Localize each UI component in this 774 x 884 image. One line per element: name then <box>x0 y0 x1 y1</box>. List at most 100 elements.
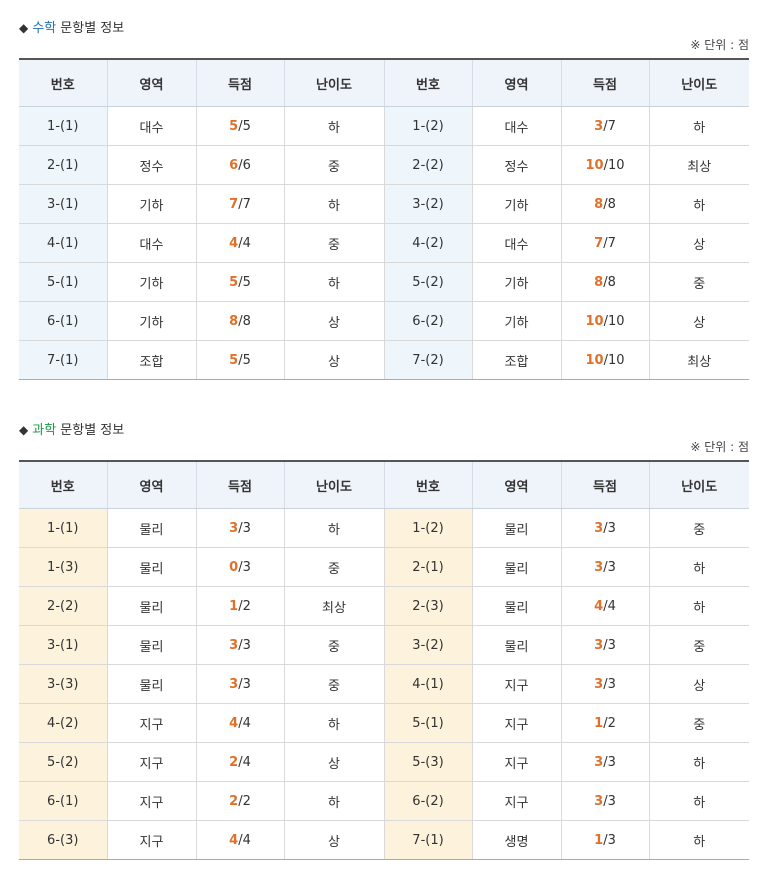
item-number-cell: 5-(3) <box>383 742 472 782</box>
math-section-title: ◆ 수학 문항별 정보 <box>19 19 124 37</box>
score-earned: 5 <box>229 352 239 368</box>
item-number-cell: 2-(2) <box>383 145 472 185</box>
score-earned: 10 <box>585 157 604 173</box>
item-difficulty-cell: 하 <box>648 820 749 860</box>
item-difficulty-cell: 최상 <box>648 340 749 380</box>
score-earned: 3 <box>229 637 239 653</box>
table-row: 4-(2) 지구 4/4 하 5-(1) 지구 1/2 중 <box>19 703 749 743</box>
score-total: /4 <box>238 235 251 251</box>
item-number-cell: 1-(2) <box>383 106 472 146</box>
item-score-cell: 4/4 <box>560 586 649 626</box>
item-number-cell: 5-(1) <box>383 703 472 743</box>
item-score-cell: 5/5 <box>195 106 284 146</box>
header-difficulty: 난이도 <box>283 58 384 107</box>
item-area-cell: 정수 <box>106 145 196 185</box>
item-difficulty-cell: 하 <box>648 547 749 587</box>
item-score-cell: 3/3 <box>560 664 649 704</box>
score-earned: 6 <box>229 157 239 173</box>
item-difficulty-cell: 중 <box>283 664 384 704</box>
score-earned: 3 <box>594 118 604 134</box>
item-difficulty-cell: 중 <box>283 547 384 587</box>
item-difficulty-cell: 하 <box>283 508 384 548</box>
item-number-cell: 6-(1) <box>19 301 107 341</box>
item-number-cell: 3-(3) <box>19 664 107 704</box>
item-area-cell: 지구 <box>471 664 561 704</box>
score-earned: 3 <box>594 754 604 770</box>
item-area-cell: 물리 <box>471 547 561 587</box>
item-number-cell: 3-(2) <box>383 625 472 665</box>
item-area-cell: 물리 <box>106 625 196 665</box>
item-score-cell: 0/3 <box>195 547 284 587</box>
item-number-cell: 2-(2) <box>19 586 107 626</box>
item-area-cell: 대수 <box>471 223 561 263</box>
table-row: 3-(1) 물리 3/3 중 3-(2) 물리 3/3 중 <box>19 625 749 665</box>
item-area-cell: 기하 <box>471 262 561 302</box>
item-difficulty-cell: 상 <box>283 820 384 860</box>
table-row: 3-(1) 기하 7/7 하 3-(2) 기하 8/8 하 <box>19 184 749 224</box>
science-table-body: 1-(1) 물리 3/3 하 1-(2) 물리 3/3 중 1-(3) 물리 0/3 중 2-(1) 물리… <box>19 508 749 860</box>
item-score-cell: 7/7 <box>560 223 649 263</box>
math-table-body: 1-(1) 대수 5/5 하 1-(2) 대수 3/7 하 2-(1) 정수 6/6 중 2-(2) 정수… <box>19 106 749 380</box>
math-unit-note: ※ 단위 : 점 <box>690 38 749 52</box>
header-score: 득점 <box>195 460 284 509</box>
score-earned: 7 <box>229 196 239 212</box>
item-score-cell: 3/3 <box>560 625 649 665</box>
score-total: /7 <box>603 118 616 134</box>
item-area-cell: 대수 <box>106 106 196 146</box>
header-difficulty: 난이도 <box>648 58 749 107</box>
score-earned: 8 <box>229 313 239 329</box>
table-row: 5-(1) 기하 5/5 하 5-(2) 기하 8/8 중 <box>19 262 749 302</box>
item-difficulty-cell: 하 <box>283 262 384 302</box>
header-number: 번호 <box>383 58 472 107</box>
item-area-cell: 기하 <box>106 262 196 302</box>
table-row: 1-(1) 물리 3/3 하 1-(2) 물리 3/3 중 <box>19 508 749 548</box>
item-area-cell: 지구 <box>106 781 196 821</box>
diamond-bullet-icon: ◆ <box>19 21 29 35</box>
item-difficulty-cell: 중 <box>648 262 749 302</box>
header-difficulty: 난이도 <box>648 460 749 509</box>
item-score-cell: 7/7 <box>195 184 284 224</box>
score-total: /3 <box>603 754 616 770</box>
item-difficulty-cell: 중 <box>648 508 749 548</box>
item-score-cell: 3/3 <box>560 781 649 821</box>
item-number-cell: 4-(1) <box>383 664 472 704</box>
item-number-cell: 6-(2) <box>383 301 472 341</box>
item-score-cell: 2/2 <box>195 781 284 821</box>
science-item-table: 번호 영역 득점 난이도 번호 영역 득점 난이도 1-(1) 물리 3/3 하 1-(… <box>19 460 749 860</box>
item-area-cell: 지구 <box>106 820 196 860</box>
item-number-cell: 6-(1) <box>19 781 107 821</box>
item-difficulty-cell: 상 <box>283 742 384 782</box>
score-total: /3 <box>603 793 616 809</box>
score-total: /8 <box>603 274 616 290</box>
score-earned: 0 <box>229 559 239 575</box>
item-score-cell: 1/3 <box>560 820 649 860</box>
score-earned: 2 <box>229 754 239 770</box>
item-score-cell: 4/4 <box>195 703 284 743</box>
table-row: 1-(3) 물리 0/3 중 2-(1) 물리 3/3 하 <box>19 547 749 587</box>
item-area-cell: 기하 <box>471 301 561 341</box>
item-area-cell: 물리 <box>471 625 561 665</box>
item-area-cell: 대수 <box>471 106 561 146</box>
score-total: /4 <box>238 832 251 848</box>
item-area-cell: 물리 <box>106 664 196 704</box>
score-earned: 1 <box>594 832 604 848</box>
item-number-cell: 1-(3) <box>19 547 107 587</box>
score-earned: 3 <box>229 520 239 536</box>
item-difficulty-cell: 중 <box>648 625 749 665</box>
header-area: 영역 <box>471 58 561 107</box>
table-header-row: 번호 영역 득점 난이도 번호 영역 득점 난이도 <box>19 58 749 107</box>
table-row: 4-(1) 대수 4/4 중 4-(2) 대수 7/7 상 <box>19 223 749 263</box>
score-total: /3 <box>603 832 616 848</box>
item-difficulty-cell: 상 <box>283 301 384 341</box>
score-total: /8 <box>238 313 251 329</box>
score-total: /2 <box>238 598 251 614</box>
score-total: /10 <box>603 352 625 368</box>
score-earned: 3 <box>594 676 604 692</box>
header-score: 득점 <box>560 460 649 509</box>
header-number: 번호 <box>19 58 107 107</box>
score-total: /3 <box>603 676 616 692</box>
score-earned: 3 <box>594 559 604 575</box>
item-area-cell: 조합 <box>471 340 561 380</box>
score-total: /3 <box>603 637 616 653</box>
item-score-cell: 10/10 <box>560 301 649 341</box>
